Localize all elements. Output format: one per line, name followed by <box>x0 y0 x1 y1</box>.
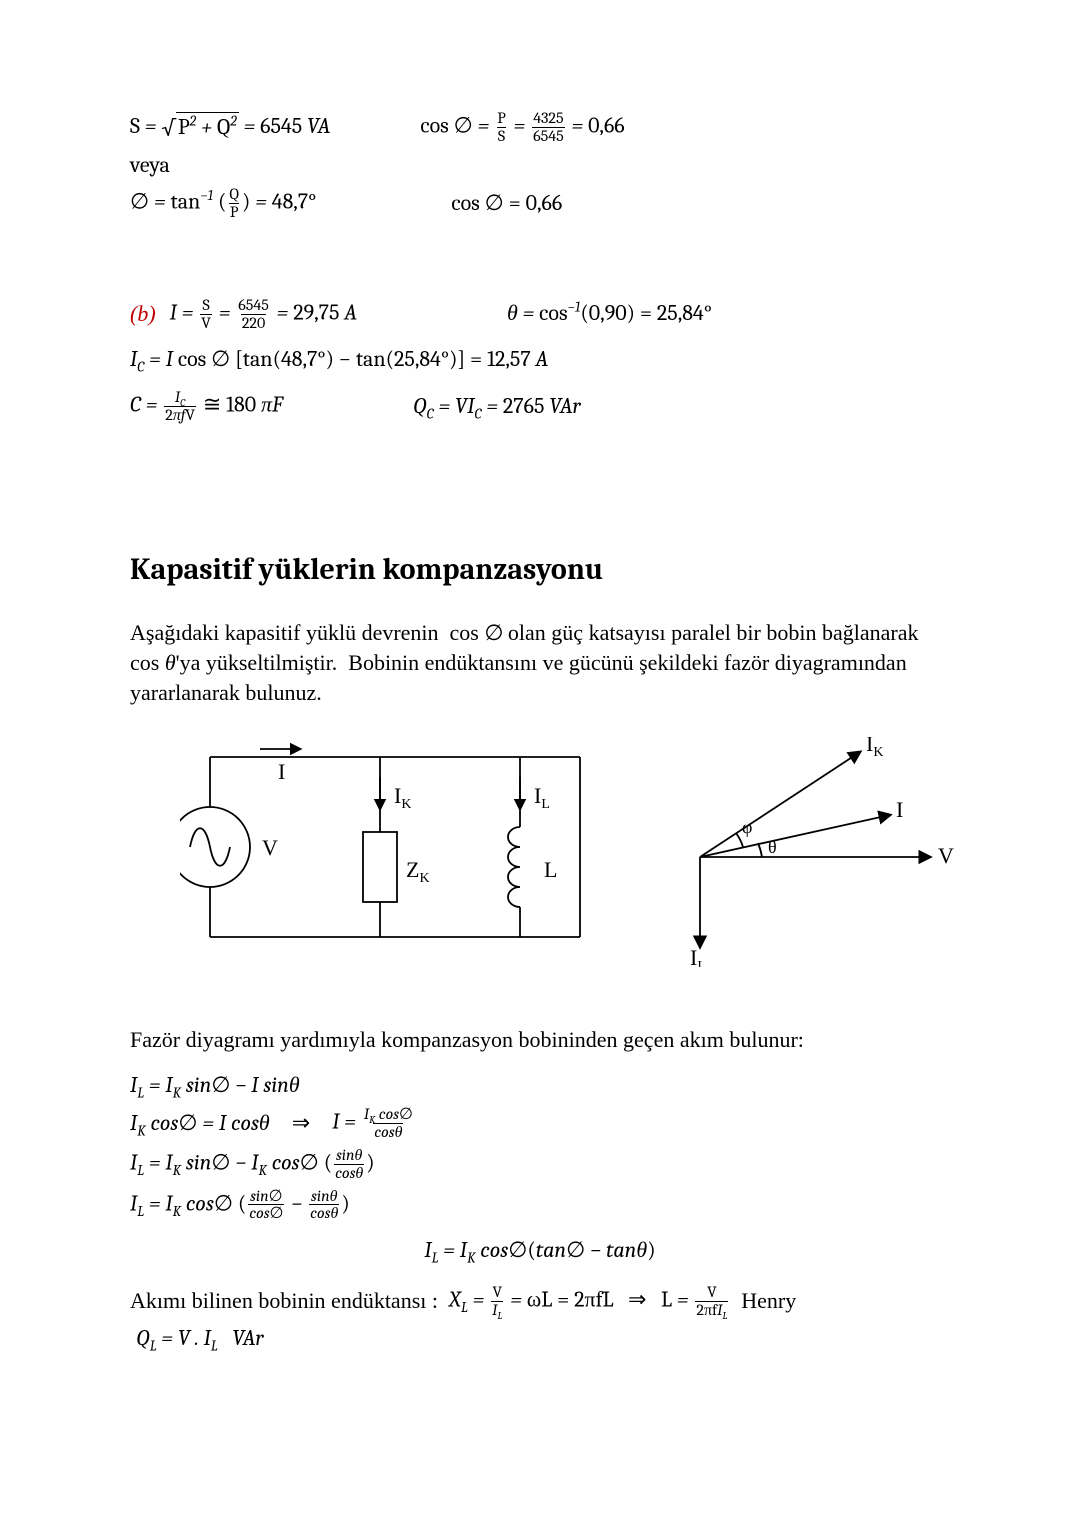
svg-text:θ: θ <box>768 837 777 857</box>
svg-text:IL: IL <box>690 945 706 967</box>
circuit-diagram: I IK IL V ZK L <box>180 737 620 975</box>
phasor-diagram: V I IK IL θ φ <box>660 737 960 975</box>
part-b-line-1: (b) I = SV = 6545220 = 29,75 A θ = cos−1… <box>130 297 950 332</box>
svg-text:IK: IK <box>866 737 883 760</box>
svg-text:φ: φ <box>742 817 752 837</box>
ql-line: QL = V . IL VAr <box>136 1324 950 1354</box>
diagram-row: I IK IL V ZK L <box>130 737 950 975</box>
inductance-line: Akımı bilinen bobinin endüktansı : XL = … <box>130 1284 950 1319</box>
svg-text:I: I <box>896 797 903 822</box>
svg-text:I: I <box>278 759 285 784</box>
intro-paragraph: Aşağıdaki kapasitif yüklü devrenin cos ∅… <box>130 618 950 707</box>
phasor-text: Fazör diyagramı yardımıyla kompanzasyon … <box>130 1025 950 1055</box>
deriv-4: IL = IK cos∅ (sin∅cos∅ − sinθcosθ) <box>130 1188 950 1223</box>
deriv-5: IL = IK cos∅(tan∅ − tanθ) <box>130 1236 950 1266</box>
equation-line-2: ∅ = tan−1 (QP) = 48,7° cos ∅ = 0,66 <box>130 186 950 221</box>
part-b-label: (b) <box>130 299 156 329</box>
svg-text:V: V <box>938 843 954 868</box>
equation-c-qc: C = IC2πfV ≅ 180 πF QC = VIC = 2765 VAr <box>130 389 950 424</box>
deriv-2: IK cos∅ = I cosθ ⇒ I = IK cos∅cosθ <box>130 1106 950 1141</box>
veya-label: veya <box>130 151 950 181</box>
svg-text:IK: IK <box>394 783 411 812</box>
svg-text:IL: IL <box>534 783 550 812</box>
svg-text:V: V <box>262 835 278 860</box>
deriv-3: IL = IK sin∅ − IK cos∅ (sinθcosθ) <box>130 1147 950 1182</box>
section-heading: Kapasitif yüklerin kompanzasyonu <box>130 550 950 591</box>
equation-ic: IC = I cos ∅ [tan(48,7°) − tan(25,84°)] … <box>130 345 950 375</box>
svg-text:ZK: ZK <box>406 857 430 886</box>
svg-text:L: L <box>544 857 557 882</box>
equation-line-1: S = √P2 + Q2 = 6545 VA cos ∅ = PS = 4325… <box>130 110 950 145</box>
deriv-1: IL = IK sin∅ − I sinθ <box>130 1071 950 1101</box>
